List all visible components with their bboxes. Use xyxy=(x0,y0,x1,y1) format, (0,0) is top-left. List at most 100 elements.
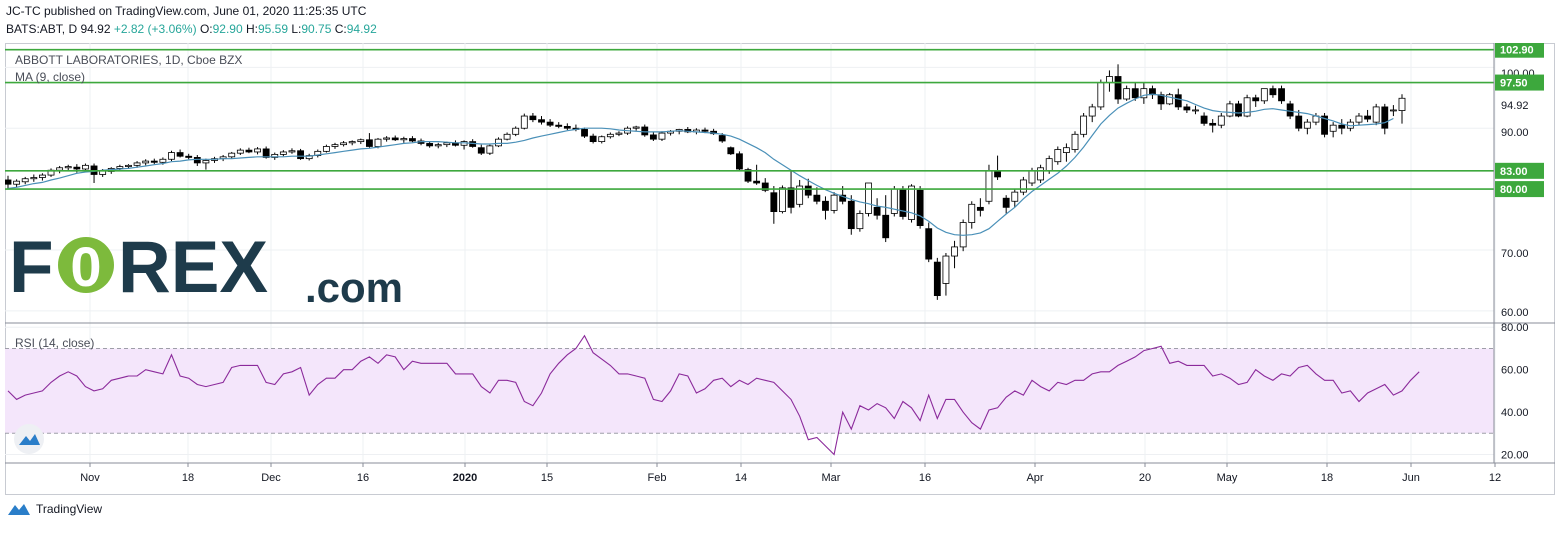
candle-down xyxy=(193,157,201,164)
candle-down xyxy=(641,126,649,136)
candle-up xyxy=(1140,88,1148,99)
candle-down xyxy=(804,185,812,196)
candle-down xyxy=(787,187,795,208)
candle-up xyxy=(1045,158,1053,172)
level-tag-97-50: 97.50 xyxy=(1500,78,1528,90)
candle-up xyxy=(520,115,528,129)
candle-down xyxy=(839,194,847,202)
candle-up xyxy=(796,185,804,205)
candle-down xyxy=(1183,106,1191,111)
tv-badge-circle[interactable] xyxy=(14,424,44,454)
candle-up xyxy=(56,167,64,171)
time-label: 18 xyxy=(1321,472,1333,484)
candle-down xyxy=(822,200,829,211)
candle-up xyxy=(632,126,640,129)
candle-up xyxy=(39,174,46,178)
candle-up xyxy=(1243,97,1251,117)
candle-up xyxy=(1011,191,1019,202)
candle-down xyxy=(847,200,855,230)
candle-down xyxy=(426,143,434,147)
levels xyxy=(5,48,1494,190)
candle-down xyxy=(538,119,545,123)
candle-up xyxy=(985,170,993,202)
candle-up xyxy=(1166,94,1174,105)
last-price: 94.92 xyxy=(80,22,111,36)
candle-up xyxy=(615,132,623,135)
watermark-o: 0 xyxy=(70,235,101,298)
candle-down xyxy=(770,192,778,213)
candle-up xyxy=(30,177,38,180)
rsi-tick-20: 20.00 xyxy=(1501,450,1529,462)
candle-up xyxy=(1037,167,1045,181)
tradingview-cloud-icon xyxy=(8,504,30,515)
candle-down xyxy=(1131,88,1139,99)
rsi-line xyxy=(7,334,1420,456)
candle-down xyxy=(649,134,657,140)
watermark-dotcom: .com xyxy=(305,264,403,311)
candle-down xyxy=(555,124,563,127)
candle-up xyxy=(1054,149,1062,163)
candle-down xyxy=(882,214,890,239)
forex-watermark: F 0 REX .com xyxy=(9,227,403,311)
chart-frame[interactable]: F 0 REX .com ABBOTT LABORATORIES, 1D, Cb… xyxy=(4,41,1555,495)
time-label: 14 xyxy=(735,472,747,484)
candle-down xyxy=(262,148,270,158)
candle-down xyxy=(916,189,924,227)
candle-up xyxy=(1260,88,1268,102)
candle-up xyxy=(357,139,365,143)
candle-down xyxy=(813,194,821,202)
candle-up xyxy=(133,162,141,166)
symbol: BATS:ABT, D xyxy=(6,22,78,36)
time-label: 20 xyxy=(1139,472,1151,484)
time-label: 18 xyxy=(182,472,194,484)
candle-down xyxy=(73,166,81,170)
time-label: 12 xyxy=(1489,472,1501,484)
candle-down xyxy=(701,129,709,132)
candle-up xyxy=(331,144,339,147)
candle-down xyxy=(1295,115,1303,129)
candle-down xyxy=(477,147,485,154)
price-chart-svg[interactable]: F 0 REX .com ABBOTT LABORATORIES, 1D, Cb… xyxy=(4,41,1555,495)
level-tag-102-90: 102.90 xyxy=(1500,45,1534,57)
candle-down xyxy=(761,182,769,191)
candle-up xyxy=(64,166,72,169)
candle-up xyxy=(1372,106,1380,123)
candle-up xyxy=(82,164,89,170)
tv-logo-badge[interactable] xyxy=(14,424,44,454)
candle-up xyxy=(348,141,356,144)
candle-up xyxy=(13,180,21,185)
candle-up xyxy=(168,152,175,160)
candle-down xyxy=(563,125,571,129)
candle-up xyxy=(908,185,915,220)
candle-up xyxy=(495,138,502,147)
candle-up xyxy=(968,203,976,223)
candle-down xyxy=(744,169,752,182)
time-label: May xyxy=(1217,472,1238,484)
candle-up xyxy=(1028,170,1036,184)
time-label: 16 xyxy=(357,472,369,484)
candle-down xyxy=(185,155,193,158)
time-label: Apr xyxy=(1026,472,1043,484)
tradingview-footer[interactable]: TradingView xyxy=(6,502,102,516)
candle-up xyxy=(1019,179,1027,193)
price-tick-70: 70.00 xyxy=(1501,248,1529,260)
candle-down xyxy=(546,121,554,126)
current-price-label: 94.92 xyxy=(1501,100,1529,112)
candle-up xyxy=(125,164,132,167)
candle-up xyxy=(1355,115,1363,123)
candle-down xyxy=(4,179,12,185)
candle-up xyxy=(512,127,520,135)
candle-down xyxy=(718,135,726,142)
time-label: Nov xyxy=(80,472,100,484)
ma-line xyxy=(7,93,1394,236)
time-label: 16 xyxy=(919,472,931,484)
candle-up xyxy=(383,137,391,140)
tradingview-brand: TradingView xyxy=(36,502,103,516)
candle-up xyxy=(830,194,838,211)
candle-down xyxy=(529,115,537,121)
candle-up xyxy=(271,153,279,158)
watermark-f: F xyxy=(9,227,54,308)
candle-up xyxy=(1217,115,1225,126)
candle-up xyxy=(951,246,958,257)
candle-down xyxy=(899,188,907,217)
